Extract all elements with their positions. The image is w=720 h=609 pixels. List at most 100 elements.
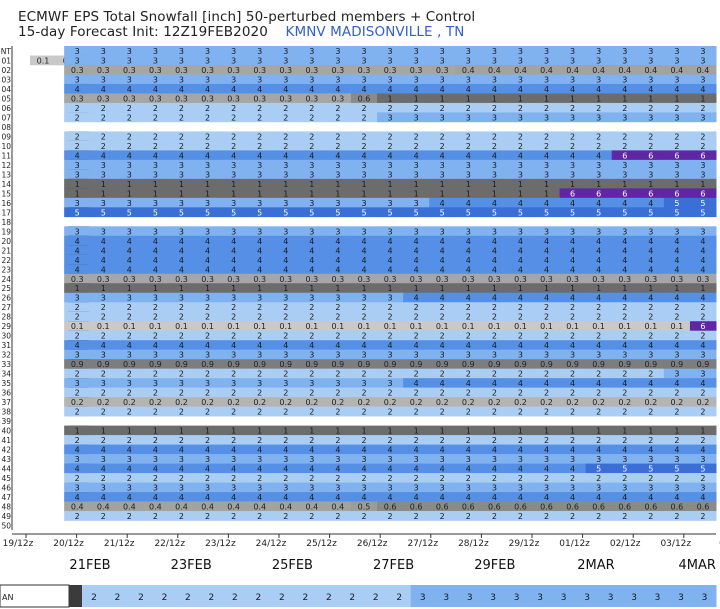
cell-value: 3 (518, 351, 523, 360)
heat-cell (637, 197, 665, 208)
cell-value: 2 (309, 303, 314, 312)
cell-value: 6 (648, 189, 653, 198)
cell-value: 3 (414, 455, 419, 464)
cell-value: 4 (674, 85, 679, 94)
cell-value: 2 (127, 104, 132, 113)
heat-cell (533, 140, 561, 151)
cell-value: 3 (179, 56, 184, 65)
heat-cell (377, 102, 404, 113)
heat-cell (533, 188, 561, 199)
heat-cell (350, 425, 378, 436)
cell-value: 2 (127, 512, 132, 521)
heat-cell (90, 64, 117, 75)
cell-value: 2 (544, 132, 549, 141)
heat-cell (403, 273, 430, 284)
cell-value: 4 (492, 493, 497, 502)
cell-value: 4 (544, 294, 549, 303)
cell-value: 2 (257, 332, 262, 341)
heat-cell (324, 159, 352, 170)
heat-cell (90, 482, 117, 493)
heat-cell (403, 368, 430, 379)
cell-value: 3 (700, 113, 705, 122)
cell-value: 4 (466, 379, 471, 388)
heat-cell (507, 359, 534, 369)
cell-value: 2 (596, 132, 601, 141)
heat-cell (90, 254, 117, 265)
heat-cell (116, 302, 143, 313)
cell-value: 1 (544, 189, 549, 198)
heat-cell (507, 492, 534, 502)
heat-cell (90, 178, 117, 189)
cell-value: 2 (101, 474, 106, 483)
heat-cell (533, 83, 561, 94)
heat-cell (377, 245, 404, 256)
heat-cell (116, 83, 143, 94)
heat-cell (403, 378, 430, 388)
mean-cell (410, 585, 435, 607)
heat-cell (455, 140, 482, 151)
cell-value: 2 (127, 142, 132, 151)
mean-cell (434, 585, 459, 607)
cell-value: 3 (75, 294, 80, 303)
heat-cell (377, 463, 404, 474)
cell-value: 3 (75, 170, 80, 179)
cell-value: 2 (335, 104, 340, 113)
heat-cell (611, 159, 639, 170)
cell-value: 2 (596, 436, 601, 445)
heat-cell (637, 463, 665, 474)
heat-cell (533, 349, 561, 360)
heat-cell (689, 359, 717, 369)
cell-value: 3 (335, 484, 340, 493)
cell-value: 2 (570, 104, 575, 113)
heat-cell (298, 511, 326, 521)
heat-cell (220, 55, 248, 66)
heat-cell (142, 292, 169, 303)
heat-cell (142, 150, 169, 161)
heat-cell (324, 292, 352, 303)
heat-cell (585, 511, 613, 521)
cell-value: 4 (205, 446, 210, 455)
heat-cell (90, 93, 117, 104)
heat-cell (168, 511, 196, 521)
heat-cell (298, 359, 326, 369)
heat-cell (455, 226, 482, 237)
cell-value: 2 (700, 436, 705, 445)
cell-value: 4 (596, 493, 601, 502)
row-label: 49 (1, 512, 11, 521)
heat-cell (116, 463, 143, 474)
heat-cell (429, 178, 456, 189)
heat-cell (481, 64, 508, 75)
heat-cell (663, 330, 691, 341)
heat-cell (663, 463, 691, 474)
cell-value: 0.1 (566, 322, 579, 331)
cell-value: 4 (179, 237, 184, 246)
heat-cell (142, 245, 169, 256)
heat-cell (90, 349, 117, 360)
heat-cell (90, 378, 117, 388)
row-label: 43 (1, 455, 11, 464)
cell-value: 0.2 (253, 398, 266, 407)
heat-cell (689, 169, 717, 180)
heat-cell (585, 444, 613, 455)
heat-cell (481, 46, 508, 56)
heat-cell (272, 64, 300, 75)
cell-value: 4 (335, 256, 340, 265)
cell-value: 2 (466, 132, 471, 141)
heat-cell (194, 150, 222, 161)
cell-value: 4 (153, 446, 158, 455)
cell-value: 3 (700, 370, 705, 379)
heat-cell (194, 359, 222, 369)
heat-cell (507, 397, 534, 407)
cell-value: 4 (518, 465, 523, 474)
row-label: 41 (1, 436, 11, 445)
heat-cell (429, 188, 456, 199)
heat-cell (377, 235, 404, 246)
heat-cell (220, 302, 248, 313)
heat-cell (298, 178, 326, 189)
heat-cell (559, 330, 587, 341)
cell-value: 1 (596, 427, 601, 436)
cell-value: 2 (179, 389, 184, 398)
heat-cell (324, 387, 352, 398)
heat-cell (324, 245, 352, 256)
heat-cell (559, 226, 587, 237)
